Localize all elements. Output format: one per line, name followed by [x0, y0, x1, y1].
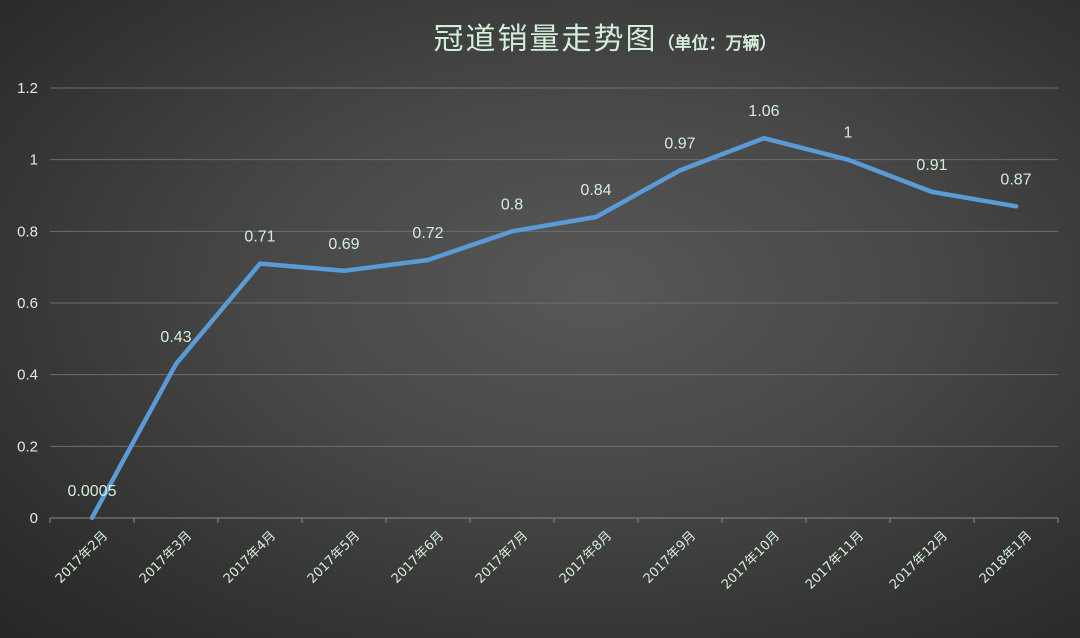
- x-tick-label: 2017年7月: [473, 528, 531, 586]
- data-point: [257, 261, 263, 266]
- series-line: [89, 135, 1019, 521]
- data-point: [845, 157, 851, 162]
- x-axis-ticks: 2017年2月 2017年3月 2017年4月 2017年5月 2017年6月 2017年…: [53, 528, 1035, 592]
- x-tick-label: 2017年5月: [305, 528, 363, 586]
- data-label: 0.71: [244, 229, 275, 246]
- y-tick-label: 0.2: [17, 438, 38, 455]
- y-tick-label: 0.4: [17, 367, 38, 384]
- y-tick-label: 1: [30, 152, 38, 169]
- data-point: [1013, 204, 1019, 209]
- data-label: 0.87: [1000, 171, 1031, 188]
- data-point: [929, 189, 935, 195]
- data-point: [425, 257, 431, 263]
- gridlines: [49, 87, 1059, 523]
- data-labels: 0.0005 0.43 0.71 0.69 0.72 0.8 0.84 0.97 1.06 1 0.…: [68, 103, 1032, 500]
- x-tick-label: 2017年4月: [221, 528, 279, 586]
- data-label: 0.91: [916, 157, 947, 174]
- data-point: [173, 361, 179, 367]
- data-label: 1: [844, 125, 853, 142]
- data-label: 0.8: [501, 196, 523, 213]
- y-axis-ticks: 0 0.2 0.4 0.6 0.8 1 1.2: [17, 80, 38, 527]
- data-label: 0.84: [580, 182, 611, 199]
- data-label: 0.72: [412, 225, 443, 242]
- x-tick-label: 2018年1月: [977, 528, 1035, 586]
- x-tick-label: 2017年6月: [389, 528, 447, 586]
- data-label: 0.97: [664, 135, 695, 152]
- x-tick-label: 2017年11月: [803, 528, 867, 592]
- y-tick-label: 1.2: [17, 80, 38, 97]
- data-label: 0.43: [160, 329, 191, 346]
- data-label: 0.0005: [68, 483, 117, 500]
- data-label: 1.06: [748, 103, 779, 120]
- data-point: [341, 268, 347, 273]
- y-tick-label: 0.6: [17, 295, 38, 312]
- series-layer: [89, 135, 1019, 521]
- data-point: [509, 229, 515, 234]
- chart-title: 冠道销量走势图: [433, 22, 658, 57]
- data-point: [677, 168, 683, 173]
- data-point: [761, 135, 767, 141]
- data-point: [89, 515, 95, 521]
- x-tick-label: 2017年3月: [137, 528, 195, 586]
- data-label: 0.69: [328, 236, 359, 253]
- x-tick-label: 2017年2月: [53, 528, 111, 586]
- x-tick-label: 2017年9月: [641, 528, 699, 586]
- y-tick-label: 0: [30, 510, 38, 527]
- data-point: [593, 214, 599, 220]
- chart-subtitle: （单位：万辆）: [657, 34, 777, 54]
- x-tick-label: 2017年10月: [719, 528, 783, 592]
- x-tick-label: 2017年8月: [557, 528, 615, 586]
- y-tick-label: 0.8: [17, 223, 38, 240]
- title-block: 冠道销量走势图（单位：万辆）: [0, 14, 1080, 58]
- x-tick-label: 2017年12月: [887, 528, 951, 592]
